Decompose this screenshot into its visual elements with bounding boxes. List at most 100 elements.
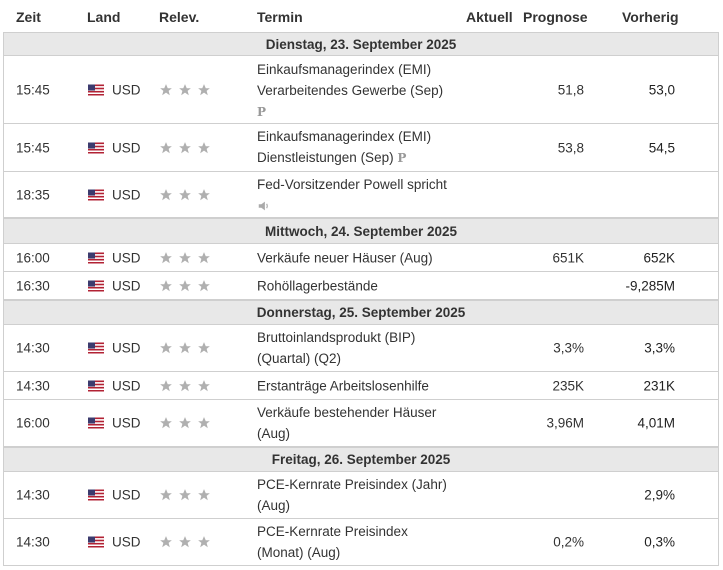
event-title-line2: (Aug)	[257, 426, 291, 441]
table-row[interactable]: 16:00 USD Verkäufe neuer Häuser (Aug) 65…	[3, 244, 719, 272]
star-icon	[179, 141, 191, 153]
column-header-vorherig[interactable]: Vorherig	[622, 9, 679, 25]
event-prognose: 3,96M	[546, 415, 584, 431]
event-title[interactable]: Einkaufsmanagerindex (EMI) Dienstleistun…	[257, 126, 462, 169]
us-flag-icon	[88, 342, 104, 354]
star-icon	[198, 279, 210, 291]
table-row[interactable]: 14:30 USD PCE-Kernrate Preisindex (Monat…	[3, 519, 719, 566]
day-header: Dienstag, 23. September 2025	[3, 32, 719, 56]
event-title[interactable]: Verkäufe bestehender Häuser (Aug)	[257, 402, 462, 444]
star-icon	[179, 83, 191, 95]
event-title[interactable]: Verkäufe neuer Häuser (Aug)	[257, 250, 433, 265]
event-title[interactable]: Rohöllagerbestände	[257, 278, 378, 293]
us-flag-icon	[88, 489, 104, 501]
relevance-stars	[159, 416, 211, 430]
event-title-line1: Verkäufe bestehender Häuser	[257, 405, 437, 420]
us-flag-icon	[88, 417, 104, 429]
star-icon	[198, 489, 210, 501]
relevance-stars	[159, 379, 211, 393]
event-time: 15:45	[16, 82, 50, 97]
event-prognose: 651K	[552, 250, 584, 265]
event-title-line1: Fed-Vorsitzender Powell spricht	[257, 177, 447, 192]
relevance-stars	[159, 341, 211, 355]
event-prognose: 51,8	[557, 82, 584, 97]
event-title[interactable]: PCE-Kernrate Preisindex (Monat) (Aug)	[257, 521, 462, 563]
event-prognose: 0,2%	[553, 534, 584, 550]
column-header-relev[interactable]: Relev.	[159, 9, 200, 25]
event-currency: USD	[112, 340, 141, 356]
event-vorherig: 231K	[643, 378, 675, 393]
column-header-aktuell[interactable]: Aktuell	[466, 9, 513, 25]
table-row[interactable]: 15:45 USD Einkaufsmanagerindex (EMI) Die…	[3, 124, 719, 172]
star-icon	[179, 279, 191, 291]
event-title-line2: (Aug)	[257, 498, 291, 513]
preliminary-badge: P	[397, 151, 407, 165]
event-currency: USD	[112, 187, 141, 202]
event-currency: USD	[112, 278, 141, 293]
star-icon	[160, 417, 172, 429]
star-icon	[198, 141, 210, 153]
table-row[interactable]: 16:30 USD Rohöllagerbestände -9,285M	[3, 272, 719, 300]
day-header: Donnerstag, 25. September 2025	[3, 300, 719, 325]
event-time: 16:00	[16, 415, 50, 431]
column-header-termin[interactable]: Termin	[257, 9, 303, 25]
star-icon	[198, 417, 210, 429]
event-title-line1: PCE-Kernrate Preisindex (Jahr)	[257, 477, 447, 492]
column-header-zeit[interactable]: Zeit	[16, 9, 41, 25]
star-icon	[160, 489, 172, 501]
star-icon	[198, 251, 210, 263]
star-icon	[160, 279, 172, 291]
us-flag-icon	[88, 84, 104, 95]
relevance-stars	[159, 83, 211, 97]
us-flag-icon	[88, 280, 104, 291]
star-icon	[179, 536, 191, 548]
speaker-icon[interactable]	[257, 199, 271, 213]
event-vorherig: 53,0	[648, 82, 675, 97]
event-title[interactable]: Erstanträge Arbeitslosenhilfe	[257, 378, 429, 393]
table-row[interactable]: 14:30 USD Erstanträge Arbeitslosenhilfe …	[3, 372, 719, 400]
event-title-line1: Einkaufsmanagerindex (EMI)	[257, 129, 432, 144]
event-time: 16:00	[16, 250, 50, 265]
relevance-stars	[159, 279, 211, 293]
star-icon	[179, 342, 191, 354]
star-icon	[198, 188, 210, 200]
event-title-line1: PCE-Kernrate Preisindex	[257, 524, 408, 539]
event-vorherig: 652K	[643, 250, 675, 265]
event-title-line2: Dienstleistungen (Sep)	[257, 150, 394, 165]
table-row[interactable]: 18:35 USD Fed-Vorsitzender Powell sprich…	[3, 172, 719, 218]
table-row[interactable]: 16:00 USD Verkäufe bestehender Häuser (A…	[3, 400, 719, 447]
star-icon	[198, 342, 210, 354]
event-time: 18:35	[16, 187, 50, 202]
column-header-prognose[interactable]: Prognose	[523, 9, 588, 25]
event-title[interactable]: Fed-Vorsitzender Powell spricht	[257, 174, 462, 216]
star-icon	[160, 188, 172, 200]
event-vorherig: 3,3%	[644, 340, 675, 356]
event-prognose: 235K	[552, 378, 584, 393]
table-row[interactable]: 14:30 USD PCE-Kernrate Preisindex (Jahr)…	[3, 472, 719, 519]
event-title[interactable]: Bruttoinlandsprodukt (BIP) (Quartal) (Q2…	[257, 327, 462, 369]
event-vorherig: 2,9%	[644, 487, 675, 503]
relevance-stars	[159, 488, 211, 502]
day-header: Mittwoch, 24. September 2025	[3, 218, 719, 244]
event-title-line2: (Monat) (Aug)	[257, 545, 341, 560]
event-currency: USD	[112, 140, 141, 155]
us-flag-icon	[88, 380, 104, 391]
event-title-line1: Bruttoinlandsprodukt (BIP)	[257, 330, 416, 345]
star-icon	[160, 83, 172, 95]
event-time: 14:30	[16, 534, 50, 550]
event-time: 15:45	[16, 140, 50, 155]
column-header-land[interactable]: Land	[87, 9, 121, 25]
event-time: 16:30	[16, 278, 50, 293]
table-row[interactable]: 15:45 USD Einkaufsmanagerindex (EMI) Ver…	[3, 56, 719, 124]
us-flag-icon	[88, 252, 104, 263]
star-icon	[179, 379, 191, 391]
relevance-stars	[159, 141, 211, 155]
table-row[interactable]: 14:30 USD Bruttoinlandsprodukt (BIP) (Qu…	[3, 325, 719, 372]
relevance-stars	[159, 188, 211, 202]
star-icon	[160, 342, 172, 354]
event-title[interactable]: Einkaufsmanagerindex (EMI) Verarbeitende…	[257, 59, 462, 123]
event-prognose: 53,8	[557, 140, 584, 155]
us-flag-icon	[88, 142, 104, 153]
event-title[interactable]: PCE-Kernrate Preisindex (Jahr) (Aug)	[257, 474, 462, 516]
event-title-line2: Verarbeitendes Gewerbe (Sep)	[257, 83, 444, 98]
